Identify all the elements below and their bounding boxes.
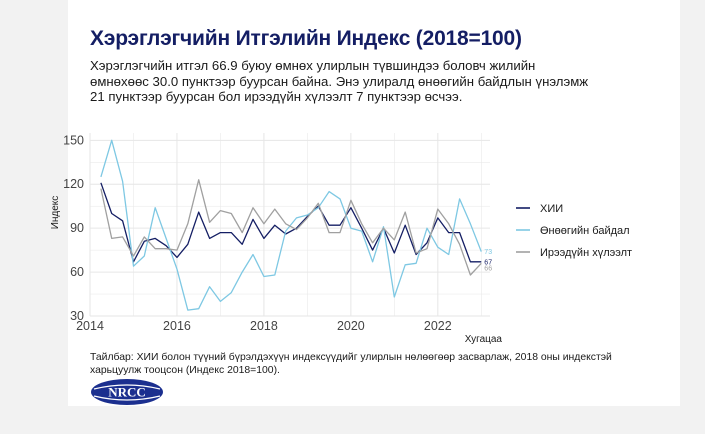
- y-tick-label: 30: [70, 309, 84, 323]
- page-title: Хэрэглэгчийн Итгэлийн Индекс (2018=100): [90, 27, 522, 50]
- x-tick-label: 2018: [250, 319, 278, 333]
- chart-subtitle: Хэрэглэгчийн итгэл 66.9 буюу өмнөх улирл…: [90, 58, 589, 104]
- y-axis-title: Индекс: [50, 196, 61, 230]
- footnote: Тайлбар: ХИИ болон түүний бүрэлдэхүүн ин…: [90, 352, 612, 376]
- chart-legend: ХИИ Өнөөгийн байдал Ирээдүйн хүлээлт: [516, 203, 632, 259]
- x-tick-label: 2022: [424, 319, 452, 333]
- y-tick-label: 120: [63, 177, 84, 191]
- content-card: [68, 0, 680, 406]
- series-end-label: 73: [484, 249, 492, 256]
- tick-labels: 30 60 90 120 150 2014 2016 2018 2020 2022: [63, 133, 452, 333]
- nrcc-logo: NRCC: [91, 379, 163, 405]
- y-tick-label: 90: [70, 221, 84, 235]
- series-end-label: 66: [484, 265, 492, 272]
- logo-text: NRCC: [108, 385, 146, 400]
- x-tick-label: 2014: [76, 319, 104, 333]
- y-tick-label: 150: [63, 133, 84, 147]
- series-end-label: 67: [484, 259, 492, 266]
- legend-label: Ирээдүйн хүлээлт: [540, 247, 632, 259]
- x-tick-label: 2020: [337, 319, 365, 333]
- grid-layer: [89, 133, 490, 317]
- legend-label: ХИИ: [540, 203, 563, 215]
- x-axis-title: Хугацаа: [465, 334, 503, 345]
- x-tick-label: 2016: [163, 319, 191, 333]
- series-line-3: [100, 179, 482, 276]
- y-tick-label: 60: [70, 265, 84, 279]
- series-line-2: [100, 139, 482, 311]
- legend-label: Өнөөгийн байдал: [540, 225, 630, 237]
